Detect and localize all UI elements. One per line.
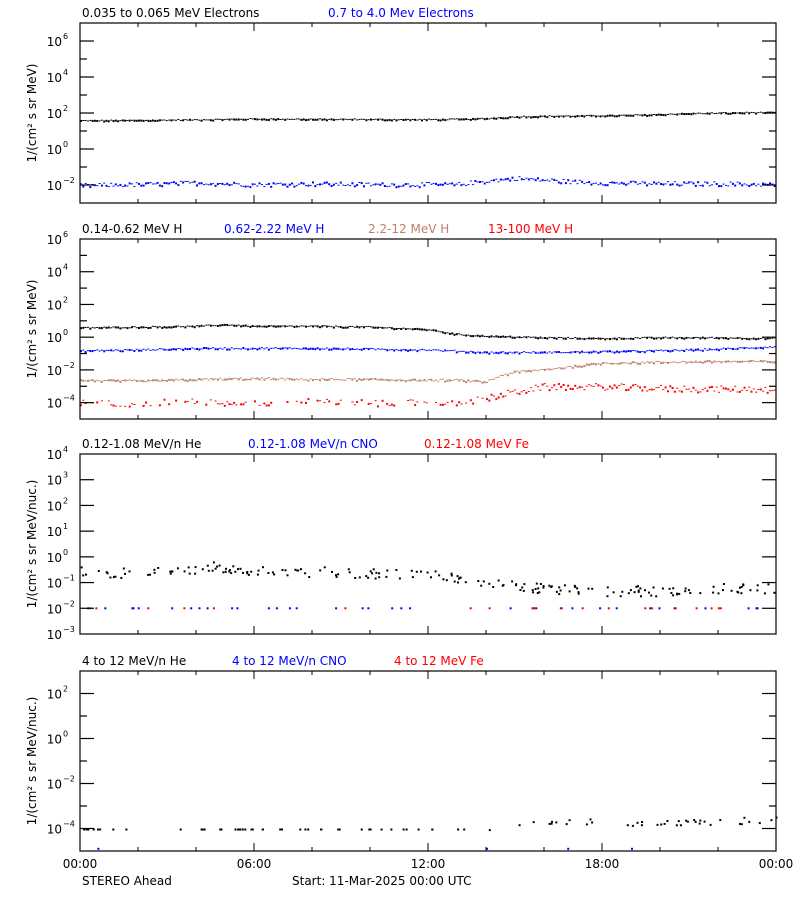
y-tick-label: 10 [47,577,62,591]
panel-2: 0.14-0.62 MeV H 0.62-2.22 MeV H 2.2-12 MeV… [25,222,777,420]
x-tick-label: 18:00 [585,857,620,871]
y-axis-label: 1/(cm² s sr MeV) [25,64,39,163]
svg-text:2: 2 [63,104,68,113]
panel-3: 0.12-1.08 MeV/n He 0.12-1.08 MeV/n CNO 0.1… [25,437,777,642]
legend-label: 0.035 to 0.065 MeV Electrons [82,6,259,20]
y-tick-label: 10 [47,233,62,247]
y-axis-label: 1/(cm² s sr MeV) [25,280,39,379]
data-points [83,816,778,850]
y-axis-label: 1/(cm² s sr MeV/nuc.) [25,697,39,826]
svg-text:−2: −2 [63,599,75,608]
y-tick-label: 10 [47,688,62,702]
plot-frame [79,670,777,852]
svg-text:2: 2 [63,295,68,304]
y-tick-label: 10 [47,143,62,157]
svg-text:2: 2 [63,496,68,505]
y-tick-label: 10 [47,551,62,565]
svg-text:6: 6 [63,32,68,41]
y-tick-label: 10 [47,448,62,462]
legend-label: 13-100 MeV H [488,222,573,236]
y-tick-label: 10 [47,107,62,121]
legend-label: 4 to 12 MeV/n CNO [232,654,347,668]
y-tick-label: 10 [47,499,62,513]
legend-label: 0.12-1.08 MeV/n He [82,437,201,451]
svg-text:−1: −1 [63,574,75,583]
panel-4: 4 to 12 MeV/n He 4 to 12 MeV/n CNO 4 to 12… [25,654,778,852]
legend-label: 2.2-12 MeV H [368,222,449,236]
svg-text:0: 0 [63,730,68,739]
svg-text:−2: −2 [63,775,75,784]
svg-text:4: 4 [63,68,68,77]
y-tick-label: 10 [47,733,62,747]
svg-text:3: 3 [63,471,68,480]
svg-text:−3: −3 [63,625,75,634]
y-tick-label: 10 [47,35,62,49]
svg-text:−2: −2 [63,176,75,185]
y-tick-label: 10 [47,525,62,539]
y-tick-label: 10 [47,71,62,85]
x-axis-labels: 00:00 06:00 12:00 18:00 00:00 [63,857,794,871]
y-tick-label: 10 [47,364,62,378]
svg-text:−4: −4 [63,820,75,829]
y-axis-label: 1/(cm² s sr MeV/nuc.) [25,480,39,609]
y-tick-label: 10 [47,266,62,280]
legend-label: 4 to 12 MeV/n He [82,654,186,668]
panel-1: 0.035 to 0.065 MeV Electrons 0.7 to 4.0 M… [25,6,777,204]
y-tick-label: 10 [47,823,62,837]
data-points [80,561,776,610]
svg-text:−2: −2 [63,361,75,370]
svg-text:4: 4 [63,263,68,272]
y-tick-label: 10 [47,397,62,411]
y-tick-label: 10 [47,778,62,792]
y-tick-label: 10 [47,298,62,312]
legend-label: 0.62-2.22 MeV H [224,222,324,236]
svg-text:0: 0 [63,328,68,337]
svg-text:0: 0 [63,140,68,149]
svg-text:1: 1 [63,522,68,531]
svg-text:0: 0 [63,548,68,557]
svg-text:4: 4 [63,445,68,454]
spacecraft-label: STEREO Ahead [82,874,172,888]
plot-frame [79,238,777,420]
y-tick-label: 10 [47,628,62,642]
legend-label: 0.14-0.62 MeV H [82,222,182,236]
svg-text:6: 6 [63,230,68,239]
plot-frame [79,22,777,204]
legend-label: 4 to 12 MeV Fe [394,654,484,668]
y-tick-label: 10 [47,474,62,488]
plot-frame [79,453,777,635]
data-points [80,111,776,189]
x-tick-label: 12:00 [411,857,446,871]
svg-text:2: 2 [63,685,68,694]
x-tick-label: 06:00 [237,857,272,871]
legend-label: 0.12-1.08 MeV Fe [424,437,529,451]
x-tick-label: 00:00 [63,857,98,871]
start-time-label: Start: 11-Mar-2025 00:00 UTC [292,874,472,888]
svg-text:−4: −4 [63,394,75,403]
data-points [80,323,776,408]
y-tick-label: 10 [47,179,62,193]
legend-label: 0.12-1.08 MeV/n CNO [248,437,378,451]
legend-label: 0.7 to 4.0 Mev Electrons [328,6,474,20]
y-tick-label: 10 [47,602,62,616]
y-tick-label: 10 [47,331,62,345]
x-tick-label: 00:00 [759,857,794,871]
